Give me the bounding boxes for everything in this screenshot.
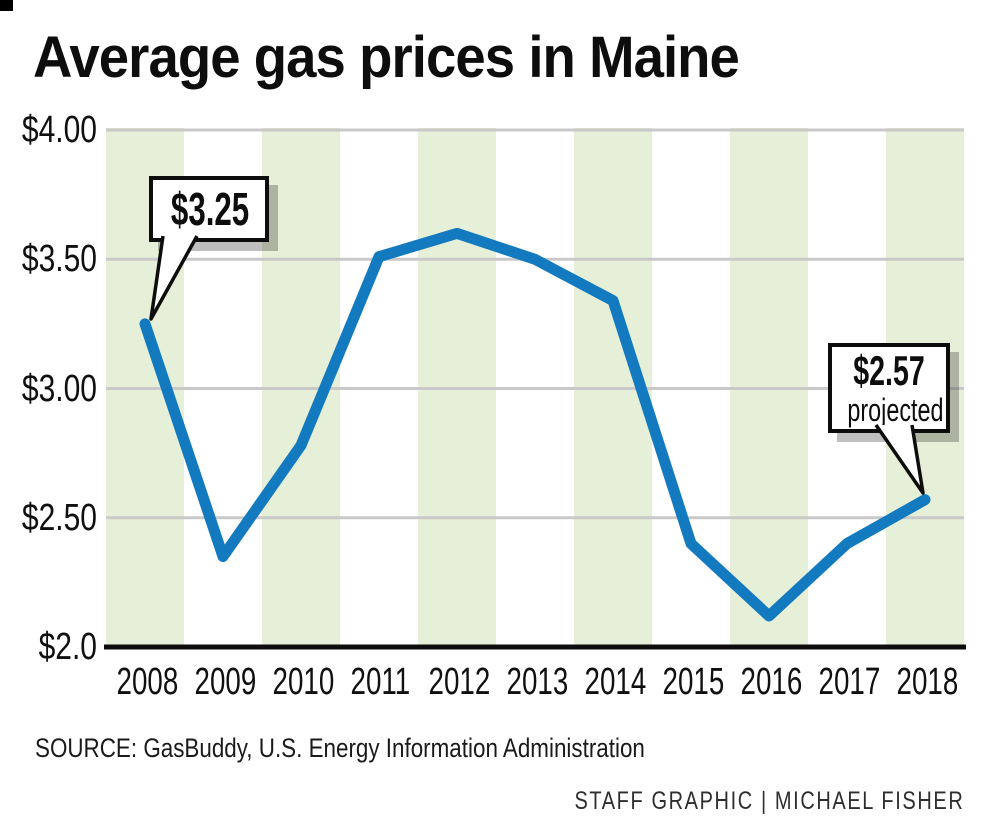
source-line: SOURCE: GasBuddy, U.S. Energy Informatio…: [35, 733, 645, 763]
chart-plot-area: [104, 128, 966, 650]
y-tick-$2.50: $2.50: [21, 496, 98, 539]
x-tick-2017: 2017: [818, 661, 881, 703]
x-tick-2016: 2016: [740, 661, 803, 703]
annotation-2008-value: $3.25: [170, 183, 250, 235]
x-tick-2010: 2010: [272, 661, 335, 703]
y-tick-$2.0: $2.0: [38, 626, 97, 668]
x-tick-2012: 2012: [428, 661, 491, 703]
gas-price-line-chart: $4.00 $3.50 $3.00 $2.50 $2.0 2008 2009 2010 201…: [0, 0, 1000, 712]
x-tick-2009: 2009: [194, 661, 257, 703]
annotation-callout-2018: $2.57 projected: [828, 343, 950, 433]
x-axis-tick-labels: 2008 2009 2010 2011 2012 2013 2014 2015 2016 2017…: [0, 658, 1000, 706]
x-tick-2008: 2008: [116, 661, 179, 703]
y-tick-$3.00: $3.00: [21, 367, 98, 410]
credit-line: STAFF GRAPHIC | MICHAEL FISHER: [574, 787, 964, 815]
y-tick-$4.00: $4.00: [21, 109, 98, 151]
y-axis-tick-labels: $4.00 $3.50 $3.00 $2.50 $2.0: [0, 0, 97, 712]
x-tick-2013: 2013: [506, 661, 569, 703]
x-tick-2015: 2015: [662, 661, 725, 703]
gas-price-series-line: [139, 227, 931, 622]
x-tick-2014: 2014: [584, 661, 647, 703]
x-tick-2011: 2011: [350, 661, 411, 703]
corner-mark: [0, 0, 13, 11]
y-tick-$3.50: $3.50: [21, 238, 98, 281]
x-tick-2018: 2018: [896, 661, 959, 703]
annotation-2018-value: $2.57: [853, 347, 925, 394]
chart-title: Average gas prices in Maine: [33, 25, 740, 90]
annotation-2018-sublabel: projected: [847, 392, 944, 428]
annotation-callout-2008: $3.25: [149, 176, 269, 242]
